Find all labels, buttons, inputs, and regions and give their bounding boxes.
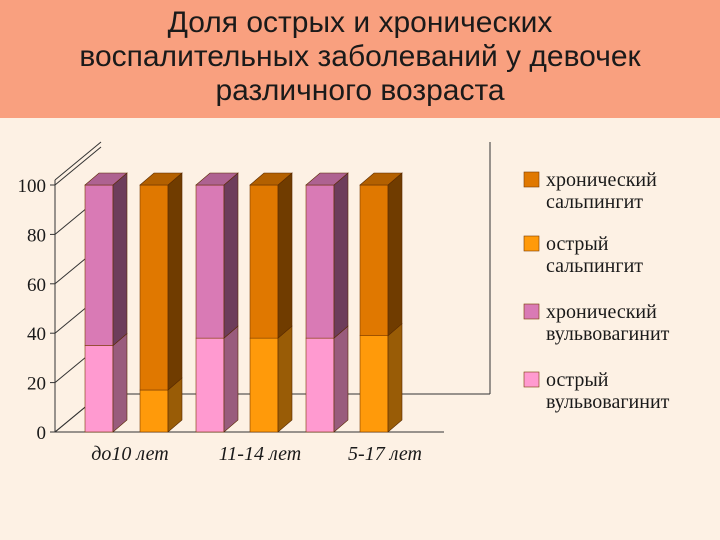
bar-segment-acute	[139, 377, 183, 433]
legend-label: вульвовагинит	[546, 323, 670, 345]
bar-acute-side	[112, 332, 128, 433]
legend-label: сальпингит	[546, 255, 643, 277]
bar-acute-front	[195, 337, 225, 433]
bar-top	[195, 172, 239, 186]
y-tick-label: 100	[18, 176, 47, 197]
legend-swatch	[523, 171, 540, 188]
bar-chronic-front	[359, 184, 389, 336]
legend-swatch	[523, 303, 540, 320]
title-line: различного возраста	[215, 74, 505, 107]
title-line: воспалительных заболеваний у девочек	[79, 40, 641, 73]
bar-chronic-front	[305, 184, 335, 339]
bar-acute-side	[333, 325, 349, 433]
bar-acute-front	[84, 345, 114, 433]
bar-top	[305, 172, 349, 186]
bar-chronic-front	[249, 184, 279, 339]
bar-acute-side	[223, 325, 239, 433]
x-category-label: 11-14 лет	[219, 443, 301, 465]
legend-label: острый	[546, 369, 609, 391]
title-line: Доля острых и хронических	[167, 6, 553, 39]
y-tick-label: 40	[27, 324, 46, 345]
legend-swatch	[523, 371, 540, 388]
y-tick-label: 60	[27, 275, 46, 296]
legend: хроническийсальпингитострыйсальпингитхро…	[523, 169, 670, 413]
bar-acute-front	[139, 389, 169, 433]
bar-chronic-side	[277, 172, 293, 339]
bar-top	[139, 172, 183, 186]
y-tick-label: 80	[27, 225, 46, 246]
chart-title: Доля острых и хронических воспалительных…	[0, 6, 720, 108]
y-axis: 0 20 40 60 80 100	[18, 146, 102, 444]
bar-segment-acute	[305, 325, 349, 433]
bar-segment-acute	[84, 332, 128, 433]
bar-chronic-front	[84, 184, 114, 346]
bar-segment-acute	[249, 325, 293, 433]
bar-segment-acute	[195, 325, 239, 433]
chart-bars	[84, 172, 403, 433]
x-axis: до10 лет 11-14 лет 5-17 лет	[91, 443, 422, 465]
wall-edge	[54, 141, 102, 181]
bar-segment-chronic	[139, 172, 183, 391]
legend-label: вульвовагинит	[546, 391, 670, 413]
bar-acute-side	[277, 325, 293, 433]
chart-walls	[54, 141, 491, 433]
x-category-label: до10 лет	[91, 443, 168, 465]
bar-top	[249, 172, 293, 186]
bar-chronic-side	[387, 172, 403, 337]
y-tick-depth	[54, 146, 102, 186]
bar-acute-side	[387, 323, 403, 433]
legend-label: острый	[546, 233, 609, 255]
bar-acute-front	[359, 335, 389, 433]
y-tick-label: 0	[37, 423, 47, 444]
bar-acute-front	[249, 337, 279, 433]
bar-chronic-side	[167, 172, 183, 391]
bar-segment-chronic	[249, 172, 293, 339]
bar-chronic-side	[112, 172, 128, 347]
legend-label: хронический	[546, 169, 657, 191]
bar-segment-chronic	[84, 172, 128, 347]
bar-chronic-side	[223, 172, 239, 339]
bar-top	[84, 172, 128, 186]
x-category-label: 5-17 лет	[348, 443, 422, 465]
y-tick-label: 20	[27, 374, 46, 395]
bar-chronic-side	[333, 172, 349, 339]
legend-label: сальпингит	[546, 191, 643, 213]
legend-label: хронический	[546, 301, 657, 323]
bar-top	[359, 172, 403, 186]
bar-segment-chronic	[359, 172, 403, 337]
title-banner	[0, 0, 720, 118]
bar-segment-chronic	[305, 172, 349, 339]
legend-swatch	[523, 235, 540, 252]
bar-segment-acute	[359, 323, 403, 433]
bar-acute-front	[305, 337, 335, 433]
bar-chronic-front	[139, 184, 169, 391]
bar-segment-chronic	[195, 172, 239, 339]
bar-chronic-front	[195, 184, 225, 339]
